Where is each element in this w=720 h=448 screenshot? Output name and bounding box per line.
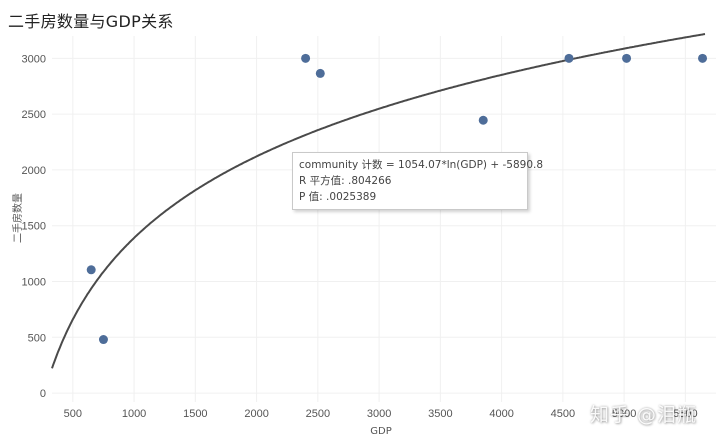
grid-lines xyxy=(52,36,716,402)
data-point[interactable] xyxy=(564,53,574,63)
y-tick-labels: 0 500 1000 1500 2000 2500 3000 xyxy=(22,53,46,400)
data-point[interactable] xyxy=(98,335,108,345)
data-point[interactable] xyxy=(478,115,488,125)
x-tick-label: 4000 xyxy=(489,408,513,420)
p-value: P 值: .0025389 xyxy=(299,191,377,203)
chart-title: 二手房数量与GDP关系 xyxy=(8,12,174,31)
x-tick-label: 500 xyxy=(64,408,82,420)
data-point[interactable] xyxy=(315,68,325,78)
data-point[interactable] xyxy=(301,53,311,63)
r-squared-value: R 平方值: .804266 xyxy=(299,175,392,187)
x-tick-label: 2500 xyxy=(306,408,330,420)
x-axis-title: GDP xyxy=(370,426,391,437)
y-tick-label: 1000 xyxy=(22,276,46,288)
trend-equation: community 计数 = 1054.07*ln(GDP) + -5890.8 xyxy=(299,159,544,171)
x-tick-labels: 500 1000 1500 2000 2500 3000 3500 4000 4500 5000 5… xyxy=(64,408,698,420)
data-point[interactable] xyxy=(622,53,632,63)
x-tick-label: 3500 xyxy=(428,408,452,420)
y-tick-label: 3000 xyxy=(22,53,46,65)
watermark: 知乎 @泪瓶 xyxy=(590,404,698,426)
x-tick-label: 3000 xyxy=(367,408,391,420)
x-tick-label: 2000 xyxy=(244,408,268,420)
data-point[interactable] xyxy=(86,265,96,275)
x-tick-label: 5000 xyxy=(612,408,636,420)
y-tick-label: 2500 xyxy=(22,109,46,121)
trend-line-tooltip: community 计数 = 1054.07*ln(GDP) + -5890.8… xyxy=(292,152,544,210)
y-tick-label: 0 xyxy=(40,388,46,400)
y-tick-label: 500 xyxy=(28,332,46,344)
x-tick-label: 4500 xyxy=(551,408,575,420)
x-tick-label: 1500 xyxy=(183,408,207,420)
data-point[interactable] xyxy=(698,53,708,63)
y-tick-label: 1500 xyxy=(22,221,46,233)
y-axis-title: 二手房数量 xyxy=(11,193,24,243)
x-tick-label: 5500 xyxy=(673,408,697,420)
trend-line xyxy=(51,33,706,369)
y-tick-label: 2000 xyxy=(22,165,46,177)
x-tick-label: 1000 xyxy=(122,408,146,420)
data-points xyxy=(86,53,708,345)
